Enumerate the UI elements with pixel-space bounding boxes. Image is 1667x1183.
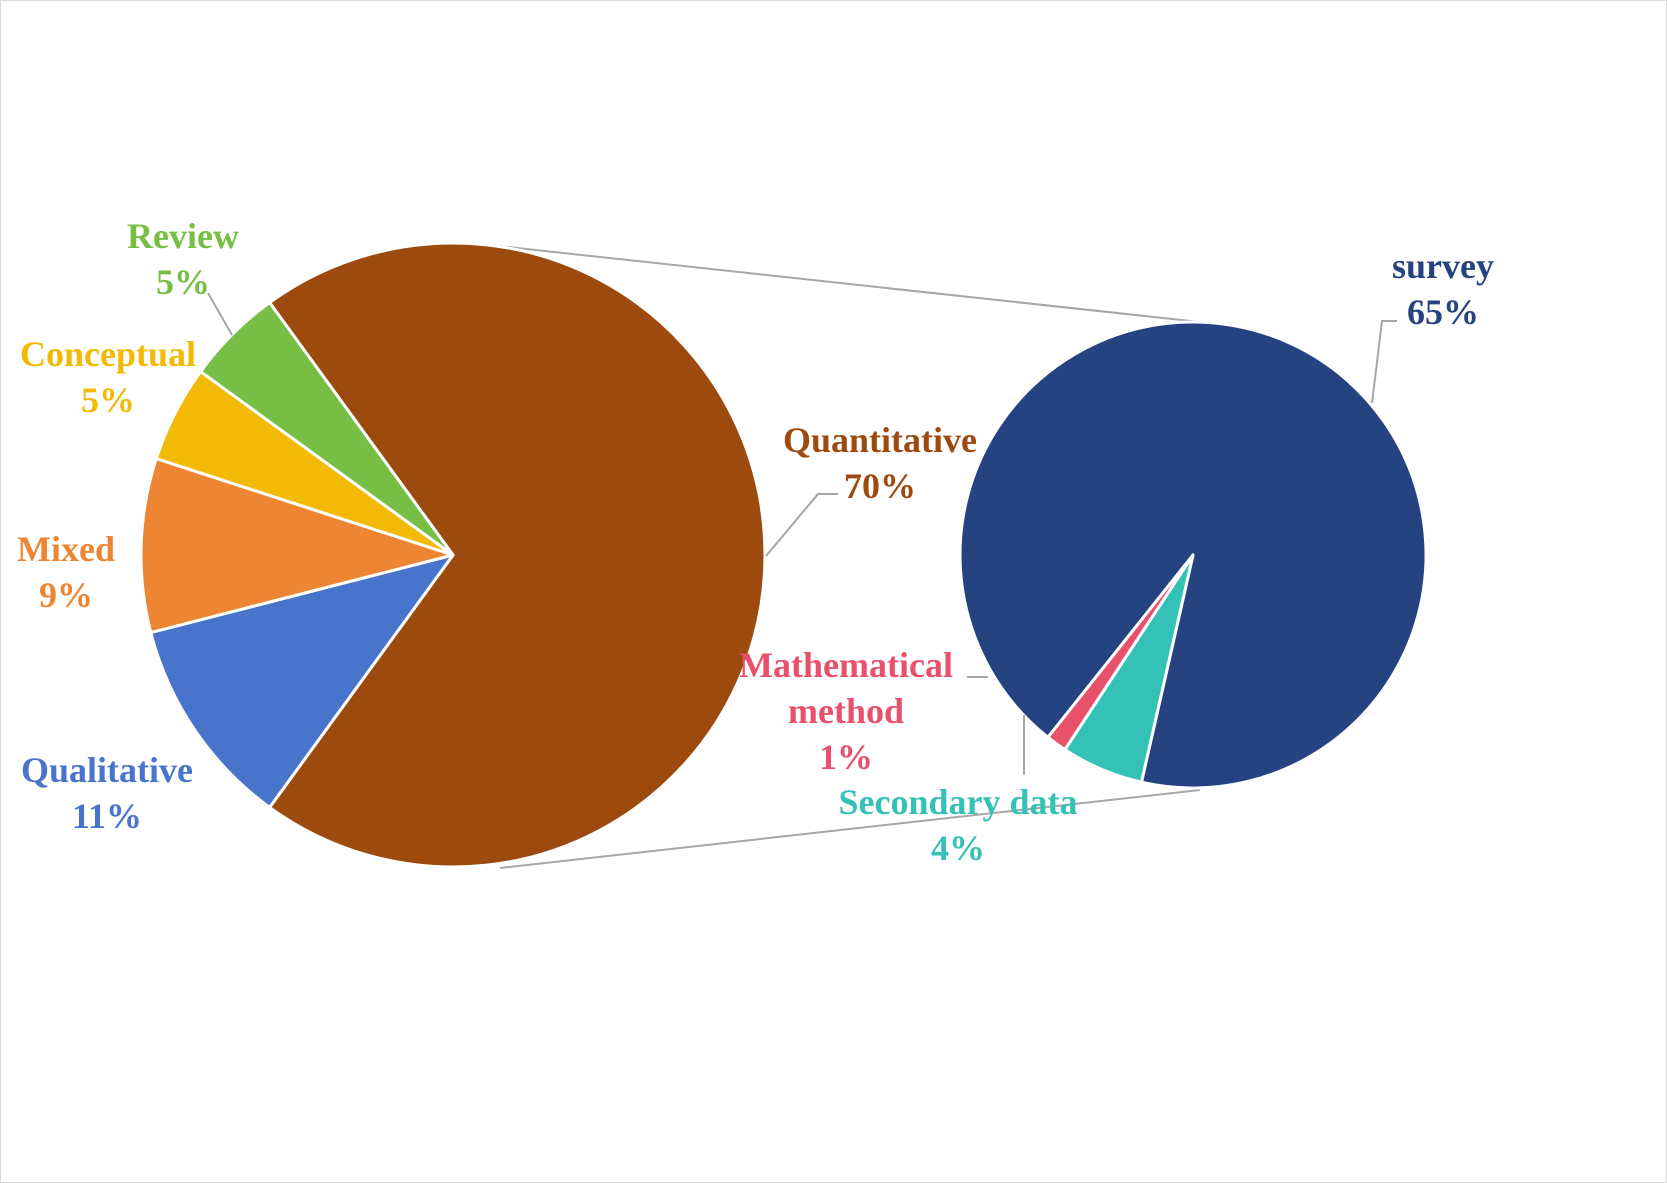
data-label-mixed: Mixed 9%	[17, 529, 115, 615]
data-label-mathematical-method: Mathematical method 1%	[739, 645, 953, 777]
main-slice-qualitative	[149, 553, 455, 809]
data-label-review: Review 5%	[127, 216, 239, 302]
leader-line-survey	[1371, 320, 1397, 404]
data-label-secondary-data: Secondary data 4%	[838, 782, 1077, 868]
connector-line-bottom	[499, 789, 1201, 869]
main-pie	[139, 241, 767, 869]
main-slice-quantitative	[268, 241, 767, 869]
main-slice-mixed	[139, 457, 455, 635]
sub-pie	[958, 320, 1428, 790]
data-label-quantitative: Quantitative 70%	[783, 420, 977, 506]
data-label-qualitative: Qualitative 11%	[21, 750, 193, 836]
data-label-conceptual: Conceptual 5%	[20, 334, 196, 420]
sub-slice-mathematical-method	[1046, 553, 1195, 752]
leader-line-review	[207, 292, 233, 336]
leader-line-quantitative	[765, 493, 838, 557]
data-label-survey: survey 65%	[1392, 246, 1494, 332]
connector-line-top	[479, 243, 1201, 323]
